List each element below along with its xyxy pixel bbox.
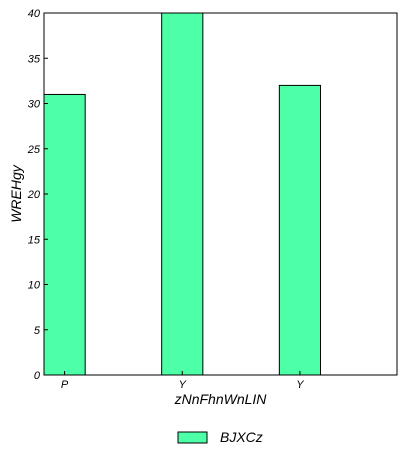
plot-area-frame	[43, 12, 398, 376]
legend: BJXCz	[177, 429, 263, 445]
y-tick-label: 10	[28, 280, 41, 292]
bar-0	[43, 93, 86, 376]
y-tick-label: 25	[27, 144, 41, 156]
bars-layer	[43, 12, 322, 376]
bar-1	[161, 12, 204, 376]
x-axis-title: zNnFhnWnLIN	[174, 391, 268, 407]
legend-label: BJXCz	[220, 429, 263, 445]
legend-swatch	[177, 431, 208, 444]
y-tick-label: 20	[27, 189, 41, 201]
y-tick-label: 40	[28, 8, 41, 20]
x-tick-label: Y	[179, 379, 187, 391]
y-tick-label: 30	[28, 99, 41, 111]
x-tick-label: Y	[296, 379, 304, 391]
y-tick-label: 35	[28, 53, 41, 65]
y-tick-label: 0	[34, 370, 41, 382]
y-tick-label: 15	[28, 234, 41, 246]
bar-2	[278, 84, 322, 376]
y-axis-title: WREHgy	[8, 164, 24, 223]
x-tick-label: P	[61, 379, 69, 391]
y-axis: 0 5 10 15 20 25 30 35 40	[27, 8, 48, 382]
y-tick-label: 5	[34, 325, 41, 337]
